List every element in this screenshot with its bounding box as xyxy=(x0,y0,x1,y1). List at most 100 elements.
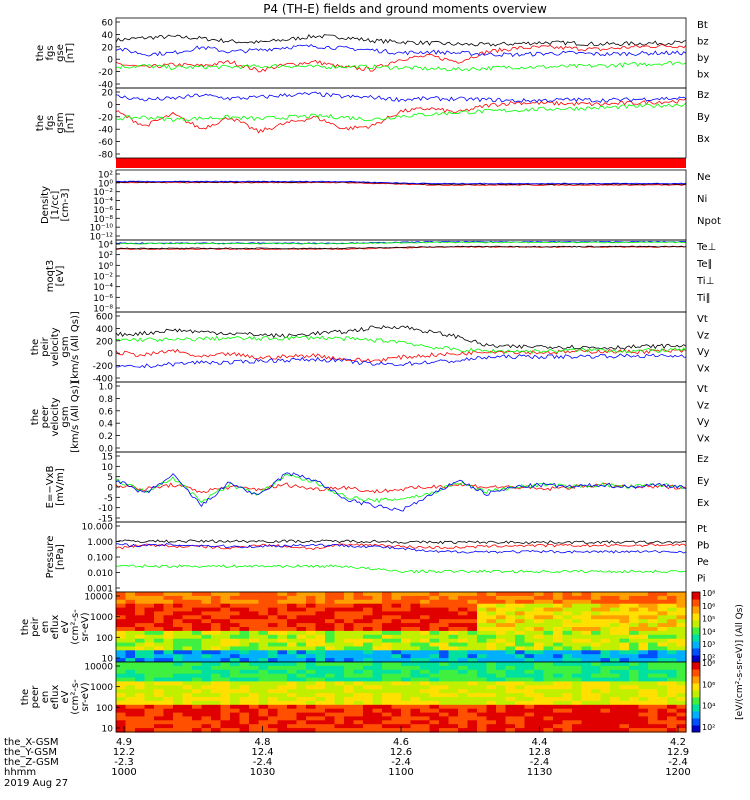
heatmap-cell xyxy=(325,630,336,636)
heatmap-cell xyxy=(249,665,260,671)
heatmap-cell xyxy=(325,724,336,729)
heatmap-cell xyxy=(581,603,592,609)
heatmap-cell xyxy=(448,697,459,702)
heatmap-cell xyxy=(648,658,659,663)
heatmap-cell xyxy=(287,669,298,675)
heatmap-cell xyxy=(648,708,659,714)
heatmap-cell xyxy=(429,650,440,655)
heatmap-cell xyxy=(258,627,269,632)
heatmap-cell xyxy=(173,681,184,686)
y-tick-label: 1000 xyxy=(90,683,113,693)
heatmap-cell xyxy=(401,724,412,729)
colorbar-swatch xyxy=(692,676,700,684)
heatmap-cell xyxy=(154,603,165,609)
heatmap-cell xyxy=(458,595,469,601)
heatmap-cell xyxy=(391,592,402,597)
heatmap-cell xyxy=(581,638,592,644)
heatmap-cell xyxy=(258,708,269,714)
heatmap-cell xyxy=(182,681,193,686)
heatmap-cell xyxy=(306,724,317,729)
heatmap-cell xyxy=(505,693,516,698)
heatmap-cell xyxy=(258,677,269,683)
legend-Vx: Vx xyxy=(697,434,710,445)
heatmap-cell xyxy=(534,654,545,659)
heatmap-cell xyxy=(182,592,193,597)
heatmap-cell xyxy=(648,615,659,620)
heatmap-cell xyxy=(249,615,260,620)
heatmap-cell xyxy=(315,607,326,613)
heatmap-cell xyxy=(610,650,621,655)
heatmap-cell xyxy=(591,619,602,624)
heatmap-cell xyxy=(116,599,127,605)
heatmap-cell xyxy=(467,646,478,651)
y-axis-label: velocity xyxy=(50,397,61,436)
heatmap-cell xyxy=(182,704,193,710)
heatmap-cell xyxy=(306,728,317,733)
heatmap-cell xyxy=(135,658,146,663)
heatmap-cell xyxy=(125,662,136,667)
heatmap-cell xyxy=(591,708,602,714)
heatmap-cell xyxy=(258,595,269,601)
y-axis-label: the xyxy=(35,45,46,61)
heatmap-cell xyxy=(125,708,136,714)
heatmap-cell xyxy=(553,615,564,620)
heatmap-cell xyxy=(116,595,127,601)
heatmap-cell xyxy=(648,662,659,667)
y-axis-label: gse xyxy=(55,44,66,62)
heatmap-cell xyxy=(325,720,336,725)
heatmap-cell xyxy=(591,615,602,620)
heatmap-cell xyxy=(382,619,393,624)
heatmap-cell xyxy=(144,627,155,632)
heatmap-cell xyxy=(287,607,298,613)
heatmap-cell xyxy=(410,611,421,616)
legend-Ti⊥: Ti⊥ xyxy=(696,276,714,287)
heatmap-cell xyxy=(372,665,383,671)
heatmap-cell xyxy=(600,627,611,632)
heatmap-cell xyxy=(600,693,611,698)
series-Pt xyxy=(115,539,687,545)
colorbar-swatch xyxy=(692,634,700,642)
heatmap-cell xyxy=(230,627,241,632)
heatmap-cell xyxy=(201,720,212,725)
heatmap-cell xyxy=(638,673,649,679)
heatmap-cell xyxy=(344,654,355,659)
heatmap-cell xyxy=(192,700,203,706)
heatmap-cell xyxy=(486,592,497,597)
heatmap-cell xyxy=(657,697,668,702)
heatmap-cell xyxy=(581,724,592,729)
heatmap-cell xyxy=(629,708,640,714)
heatmap-cell xyxy=(676,724,687,729)
heatmap-cell xyxy=(154,592,165,597)
heatmap-cell xyxy=(192,611,203,616)
heatmap-cell xyxy=(258,642,269,648)
heatmap-cell xyxy=(116,642,127,648)
y-axis-label: [nPa] xyxy=(55,544,66,570)
heatmap-cell xyxy=(657,646,668,651)
heatmap-cell xyxy=(334,634,345,640)
heatmap-cell xyxy=(125,712,136,718)
heatmap-cell xyxy=(363,697,374,702)
heatmap-cell xyxy=(287,693,298,698)
heatmap-cell xyxy=(619,592,630,597)
heatmap-cell xyxy=(306,638,317,644)
heatmap-cell xyxy=(353,658,364,663)
heatmap-cell xyxy=(439,658,450,663)
heatmap-cell xyxy=(543,638,554,644)
heatmap-cell xyxy=(543,677,554,683)
heatmap-cell xyxy=(676,720,687,725)
heatmap-cell xyxy=(629,712,640,718)
heatmap-cell xyxy=(619,646,630,651)
heatmap-cell xyxy=(600,689,611,694)
heatmap-cell xyxy=(657,712,668,718)
heatmap-cell xyxy=(477,673,488,679)
heatmap-cell xyxy=(420,697,431,702)
heatmap-cell xyxy=(515,716,526,721)
heatmap-cell xyxy=(581,700,592,706)
heatmap-cell xyxy=(391,693,402,698)
heatmap-cell xyxy=(268,720,279,725)
heatmap-cell xyxy=(201,650,212,655)
heatmap-cell xyxy=(496,630,507,636)
heatmap-cell xyxy=(429,646,440,651)
heatmap-cell xyxy=(657,673,668,679)
